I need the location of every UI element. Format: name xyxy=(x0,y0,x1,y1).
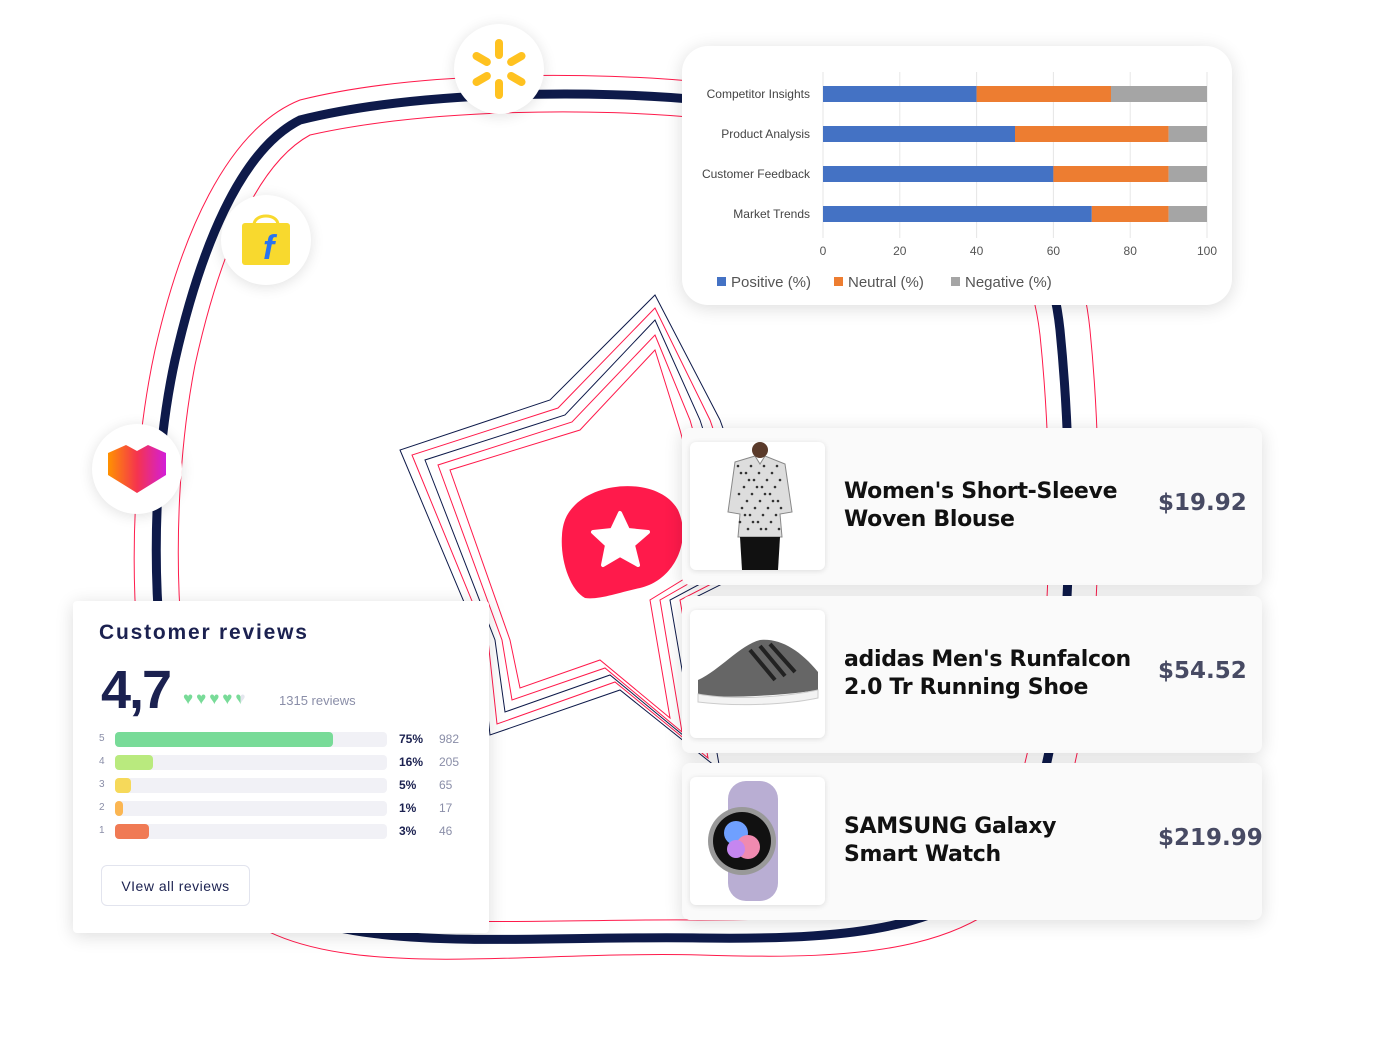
bar-segment xyxy=(1091,206,1169,222)
product-price: $219.99 xyxy=(1158,825,1263,851)
customer-reviews-card: Customer reviews 4,7 ♥ ♥ ♥ ♥ ♥ 1315 reviews … xyxy=(73,601,489,933)
legend-swatch xyxy=(834,277,843,286)
rating-row: 5 75% 982 xyxy=(99,732,459,747)
rating-count: 982 xyxy=(439,732,460,746)
x-tick-label: 60 xyxy=(1047,244,1061,258)
bar-segment xyxy=(976,86,1111,102)
rating-row: 3 5% 65 xyxy=(99,778,459,793)
x-tick-label: 80 xyxy=(1124,244,1138,258)
x-tick-label: 20 xyxy=(893,244,907,258)
walmart-logo xyxy=(454,24,544,114)
heart-icon: ♥ xyxy=(222,689,233,708)
rating-bar-fill xyxy=(115,755,154,770)
legend-swatch xyxy=(951,277,960,286)
legend-label: Negative (%) xyxy=(965,274,1052,291)
rating-percent: 1% xyxy=(399,801,417,815)
product-image[interactable] xyxy=(690,610,825,738)
bar-segment xyxy=(823,126,1015,142)
star-bubble-icon xyxy=(561,486,683,599)
rating-bar-fill xyxy=(115,824,149,839)
x-tick-label: 0 xyxy=(820,244,827,258)
flipkart-logo: f xyxy=(221,195,311,285)
star-level: 1 xyxy=(99,825,105,836)
bar-segment xyxy=(823,206,1092,222)
product-card[interactable]: SAMSUNG Galaxy Smart Watch $219.99 xyxy=(682,763,1263,920)
rating-bar-fill xyxy=(115,778,132,793)
star-level: 4 xyxy=(99,756,105,767)
rating-bar-track xyxy=(115,824,387,839)
rating-bar-track xyxy=(115,755,387,770)
rating-bar-fill xyxy=(115,732,333,747)
bar-segment xyxy=(1111,86,1207,102)
rating-bar-track xyxy=(115,732,387,747)
rating-count: 205 xyxy=(439,755,460,769)
rating-percent: 5% xyxy=(399,778,417,792)
bar-segment xyxy=(823,166,1054,182)
rating-row: 1 3% 46 xyxy=(99,824,459,839)
rating-hearts: ♥ ♥ ♥ ♥ ♥ xyxy=(183,689,245,709)
svg-text:f: f xyxy=(263,229,278,267)
sentiment-chart-card: 0 20 40 60 80 100 Competitor Insights Product A… xyxy=(682,46,1232,305)
heart-icon: ♥ xyxy=(209,689,220,708)
lazada-heart-icon xyxy=(108,445,166,493)
heart-icon: ♥ xyxy=(196,689,207,708)
half-heart-icon: ♥ xyxy=(235,689,246,708)
bar-segment xyxy=(1053,166,1169,182)
category-label: Customer Feedback xyxy=(702,167,811,181)
product-price: $19.92 xyxy=(1158,490,1247,516)
legend-label: Neutral (%) xyxy=(848,274,924,291)
lazada-logo xyxy=(92,424,182,514)
review-count: 1315 reviews xyxy=(279,693,356,708)
sentiment-chart: 0 20 40 60 80 100 Competitor Insights Product A… xyxy=(702,72,1217,291)
rating-bar-fill xyxy=(115,801,124,816)
walmart-spark-icon xyxy=(472,39,526,99)
category-label: Market Trends xyxy=(733,207,810,221)
star-level: 2 xyxy=(99,802,105,813)
view-all-reviews-button[interactable]: VIew all reviews xyxy=(101,865,250,906)
x-tick-label: 40 xyxy=(970,244,984,258)
rating-row: 4 16% 205 xyxy=(99,755,459,770)
x-tick-label: 100 xyxy=(1197,244,1217,258)
category-label: Competitor Insights xyxy=(707,87,810,101)
product-image[interactable] xyxy=(690,442,825,570)
rating-percent: 75% xyxy=(399,732,424,746)
rating-percent: 16% xyxy=(399,755,424,769)
legend-swatch xyxy=(717,277,726,286)
bar-segment xyxy=(1168,166,1207,182)
flipkart-bag-icon: f xyxy=(242,214,290,267)
reviews-title: Customer reviews xyxy=(99,621,309,644)
bar-segment xyxy=(1168,126,1207,142)
rating-count: 46 xyxy=(439,824,453,838)
product-image[interactable] xyxy=(690,777,825,905)
star-level: 5 xyxy=(99,733,105,744)
bar-segment xyxy=(1015,126,1169,142)
star-level: 3 xyxy=(99,779,105,790)
product-name[interactable]: Women's Short-Sleeve Woven Blouse xyxy=(844,479,1118,532)
rating-bar-track xyxy=(115,801,387,816)
bar-segment xyxy=(1168,206,1207,222)
legend-label: Positive (%) xyxy=(731,274,811,291)
rating-score: 4,7 xyxy=(101,660,172,720)
rating-bar-track xyxy=(115,778,387,793)
bar-segment xyxy=(823,86,977,102)
heart-icon: ♥ xyxy=(183,689,194,708)
product-card[interactable]: adidas Men's Runfalcon 2.0 Tr Running Sh… xyxy=(682,596,1262,753)
rating-count: 17 xyxy=(439,801,453,815)
product-price: $54.52 xyxy=(1158,658,1247,684)
product-card[interactable]: Women's Short-Sleeve Woven Blouse $19.92 xyxy=(682,428,1262,585)
product-name[interactable]: adidas Men's Runfalcon 2.0 Tr Running Sh… xyxy=(844,647,1131,700)
category-label: Product Analysis xyxy=(721,127,810,141)
rating-row: 2 1% 17 xyxy=(99,801,459,816)
product-name[interactable]: SAMSUNG Galaxy Smart Watch xyxy=(844,814,1057,867)
rating-percent: 3% xyxy=(399,824,417,838)
rating-count: 65 xyxy=(439,778,453,792)
